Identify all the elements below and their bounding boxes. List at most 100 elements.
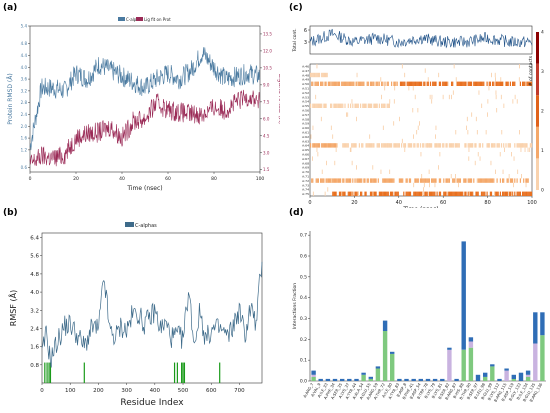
heatmap-cell <box>375 191 377 196</box>
bar-water-bridges <box>418 378 423 381</box>
heatmap-cell <box>318 143 321 148</box>
heatmap-cell <box>332 191 334 196</box>
heatmap-speck <box>335 147 337 152</box>
heatmap-speck <box>455 143 456 148</box>
heatmap-cell <box>468 81 470 86</box>
colorbar-label: # of contacts <box>528 55 534 86</box>
bar-water-bridges <box>440 378 445 381</box>
heatmap-cell <box>334 178 336 183</box>
heatmap-cell <box>377 143 379 148</box>
heatmap-cell <box>458 178 460 183</box>
heatmap-speck <box>389 169 391 174</box>
heatmap-cell <box>495 81 497 86</box>
heatmap-speck <box>448 94 450 100</box>
heatmap-cell <box>398 178 400 183</box>
heatmap-cell <box>322 178 324 183</box>
heatmap-cell <box>505 81 507 86</box>
heatmap-cell <box>524 191 526 196</box>
heatmap-cell <box>524 81 526 86</box>
heatmap-cell <box>433 81 435 86</box>
heatmap-cell <box>312 81 314 86</box>
y-axis-label: RMSF (Å) <box>7 290 18 326</box>
heatmap-speck <box>447 81 449 86</box>
heatmap-cell <box>432 81 434 86</box>
heatmap-speck <box>315 94 317 100</box>
heatmap-speck <box>317 152 319 157</box>
heatmap-cell <box>451 81 453 86</box>
heatmap-cell <box>431 191 433 196</box>
heatmap-cell <box>530 191 533 196</box>
heatmap-cell <box>456 81 458 86</box>
heatmap-cell <box>411 81 413 86</box>
x-tick-label: 200 <box>93 388 104 394</box>
heatmap-speck <box>455 174 456 179</box>
heatmap-speck <box>330 81 332 86</box>
heatmap-cell <box>375 81 377 86</box>
y-tick-label: 6.4 <box>30 236 39 242</box>
heatmap-speck <box>490 160 492 166</box>
heatmap-cell <box>386 191 388 196</box>
heatmap-cell <box>361 81 363 86</box>
heatmap-cell <box>522 191 524 196</box>
heatmap-cell <box>461 191 463 196</box>
heatmap-cell <box>486 178 488 183</box>
heatmap-cell <box>527 178 529 183</box>
heatmap-cell <box>364 103 366 108</box>
heatmap-cell <box>431 143 433 148</box>
heatmap-speck <box>511 152 512 157</box>
heatmap-cell <box>455 191 457 196</box>
heatmap-cell <box>445 143 447 148</box>
heatmap-cell <box>327 143 329 148</box>
heatmap-cell <box>426 81 428 86</box>
heatmap-speck <box>369 134 371 139</box>
heatmap-cell <box>376 103 378 108</box>
heatmap-speck <box>519 64 520 69</box>
heatmap-cell <box>446 178 448 183</box>
heatmap-cell <box>429 81 432 86</box>
heatmap-speck <box>500 77 502 82</box>
heatmap-cell <box>315 72 317 78</box>
heatmap-cell <box>509 143 511 148</box>
colorbar-tick-label: 3 <box>541 69 544 75</box>
heatmap-cell <box>505 143 507 148</box>
heatmap-cell <box>317 143 319 148</box>
heatmap-cell <box>514 178 516 183</box>
heatmap-cell <box>499 178 501 183</box>
heatmap-cell <box>493 81 495 86</box>
heatmap-speck <box>494 72 496 78</box>
panel-a-rmsd-chart: 0 20 40 60 80 100 0.6 1.2 1.6 2.0 2.4 2.8 3.2 3.6 4.0 4… <box>7 17 280 192</box>
heatmap-cell <box>347 178 349 183</box>
heatmap-cell <box>437 143 439 148</box>
heatmap-speck <box>525 81 527 86</box>
heatmap-cell <box>406 191 408 196</box>
heatmap-speck <box>380 77 382 82</box>
heatmap-cell <box>527 81 529 86</box>
heatmap-cell <box>383 143 385 148</box>
y-axis-label: Interactions Fraction <box>292 283 298 329</box>
heatmap-speck <box>381 94 382 100</box>
y2-tick-label: 1.5 <box>263 167 270 172</box>
heatmap-cell <box>337 81 339 86</box>
heatmap-cell <box>414 143 416 148</box>
heatmap-cell <box>323 143 325 148</box>
heatmap-cell <box>465 81 467 86</box>
heatmap-speck <box>312 125 314 130</box>
bar-water-bridges <box>318 378 323 381</box>
heatmap-cell <box>334 143 336 148</box>
heatmap-cell <box>320 103 322 108</box>
heatmap-cell <box>399 81 402 86</box>
heatmap-speck <box>393 121 395 126</box>
heatmap-cell <box>312 103 314 108</box>
heatmap-speck <box>468 147 470 152</box>
heatmap-cell <box>442 143 444 148</box>
heatmap-cell <box>526 143 528 148</box>
heatmap-cell <box>530 143 533 148</box>
heatmap-cell <box>469 191 471 196</box>
heatmap-cell <box>311 81 313 86</box>
residue-label: A:65 <box>302 148 309 152</box>
heatmap-cell <box>352 81 354 86</box>
heatmap-cell <box>317 103 319 108</box>
bar-h-bonds <box>540 335 545 381</box>
heatmap-cell <box>325 103 327 108</box>
